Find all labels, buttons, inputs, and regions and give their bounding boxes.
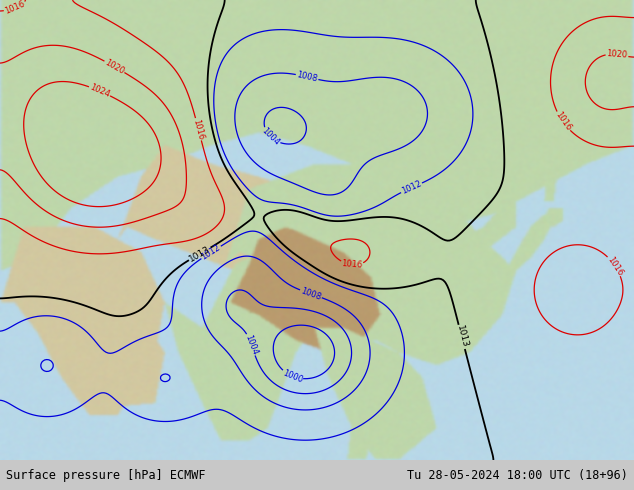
- Text: 1004: 1004: [260, 126, 281, 147]
- Text: 1004: 1004: [243, 333, 259, 356]
- Text: 1008: 1008: [299, 286, 323, 302]
- Text: 1016: 1016: [3, 0, 27, 16]
- Text: 1016: 1016: [341, 259, 363, 270]
- Text: 1020: 1020: [103, 58, 126, 76]
- Text: 1013: 1013: [455, 325, 469, 349]
- Text: 1013: 1013: [188, 244, 212, 264]
- Text: 1012: 1012: [200, 243, 223, 262]
- Text: 1024: 1024: [88, 83, 111, 99]
- Text: 1016: 1016: [553, 110, 573, 133]
- Text: 1020: 1020: [606, 49, 628, 60]
- Text: 1016: 1016: [605, 255, 624, 277]
- Text: 1016: 1016: [191, 118, 205, 141]
- Text: 1000: 1000: [281, 368, 304, 384]
- Text: Surface pressure [hPa] ECMWF: Surface pressure [hPa] ECMWF: [6, 468, 206, 482]
- Text: 1012: 1012: [400, 179, 423, 196]
- Text: 1008: 1008: [296, 70, 318, 84]
- Text: Tu 28-05-2024 18:00 UTC (18+96): Tu 28-05-2024 18:00 UTC (18+96): [407, 468, 628, 482]
